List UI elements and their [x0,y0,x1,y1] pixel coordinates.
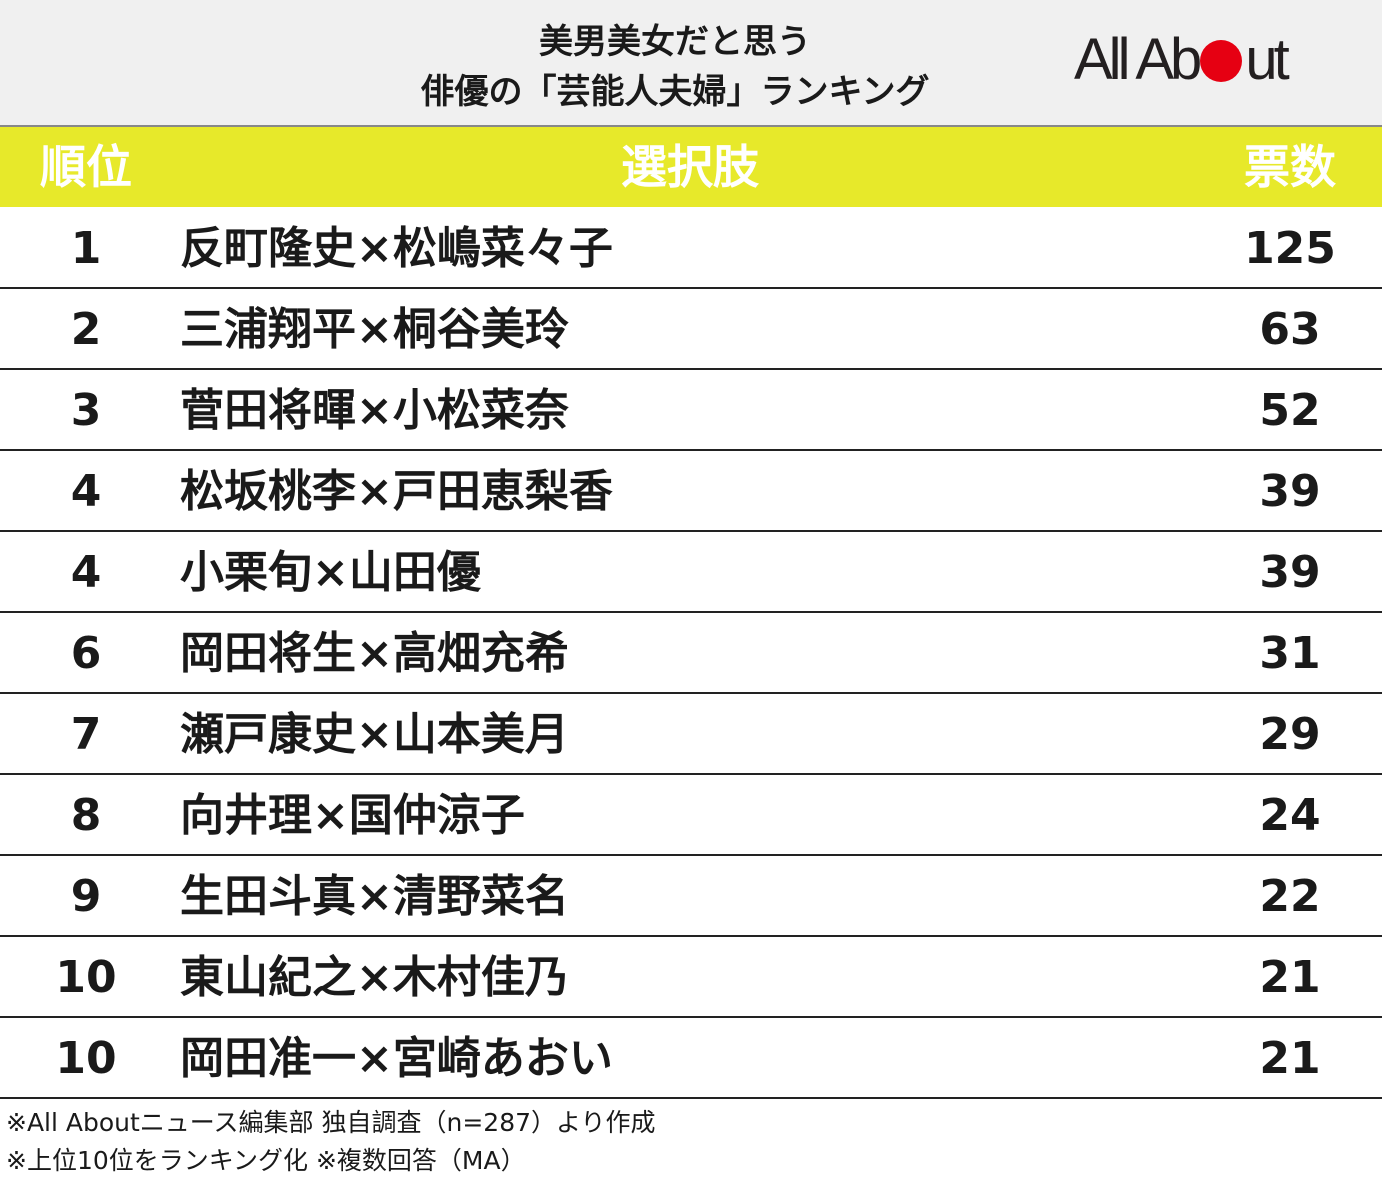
votes-cell: 39 [1259,547,1321,598]
votes-cell: 21 [1259,952,1321,1003]
footnote-method: ※上位10位をランキング化 ※複数回答（MA） [6,1146,526,1175]
choice-cell: 生田斗真×清野菜名 [180,871,569,922]
table-row: 7 瀬戸康史×山本美月 29 [0,694,1382,775]
rank-cell: 4 [70,547,102,598]
votes-cell: 22 [1259,871,1321,922]
logo-text-end: ut [1245,27,1289,92]
choice-cell: 小栗旬×山田優 [180,547,481,598]
choice-cell: 岡田将生×高畑充希 [180,628,569,679]
votes-cell: 63 [1259,304,1321,355]
votes-cell: 24 [1259,790,1321,841]
table-row: 2 三浦翔平×桐谷美玲 63 [0,289,1382,370]
choice-cell: 岡田准一×宮崎あおい [180,1033,613,1084]
votes-cell: 29 [1259,709,1321,760]
table-row: 1 反町隆史×松嶋菜々子 125 [0,208,1382,289]
choice-cell: 松坂桃李×戸田恵梨香 [180,466,613,517]
table-row: 9 生田斗真×清野菜名 22 [0,856,1382,937]
rank-cell: 4 [70,466,102,517]
all-about-logo: All Ab ut [1074,27,1290,92]
footnotes: ※All Aboutニュース編集部 独自調査（n=287）より作成 ※上位10位… [6,1104,656,1180]
rank-cell: 10 [55,1033,117,1084]
rank-cell: 6 [70,628,102,679]
rank-cell: 9 [70,871,102,922]
ranking-table-body: 1 反町隆史×松嶋菜々子 125 2 三浦翔平×桐谷美玲 63 3 菅田将暉×小松菜奈 52 4 松… [0,208,1382,1099]
logo-text-start: All Ab [1074,27,1202,92]
table-row: 8 向井理×国仲涼子 24 [0,775,1382,856]
table-header: 順位 選択肢 票数 [0,127,1382,207]
rank-cell: 10 [55,952,117,1003]
table-row: 10 岡田准一×宮崎あおい 21 [0,1018,1382,1099]
table-row: 6 岡田将生×高畑充希 31 [0,613,1382,694]
title-divider [0,125,1382,127]
choice-cell: 菅田将暉×小松菜奈 [180,385,569,436]
votes-cell: 52 [1259,385,1321,436]
table-row: 3 菅田将暉×小松菜奈 52 [0,370,1382,451]
choice-cell: 東山紀之×木村佳乃 [180,952,569,1003]
rank-cell: 2 [70,304,102,355]
rank-cell: 1 [70,223,102,274]
rank-cell: 3 [70,385,102,436]
chart-title-line-1: 美男美女だと思う [539,22,811,62]
choice-cell: 瀬戸康史×山本美月 [180,709,569,760]
rank-cell: 8 [70,790,102,841]
title-area: 美男美女だと思う 俳優の「芸能人夫婦」ランキング All Ab ut [0,0,1382,126]
choice-cell: 三浦翔平×桐谷美玲 [180,304,569,355]
footnote-source: ※All Aboutニュース編集部 独自調査（n=287）より作成 [6,1108,656,1137]
votes-cell: 125 [1244,223,1336,274]
table-row: 4 小栗旬×山田優 39 [0,532,1382,613]
votes-cell: 21 [1259,1033,1321,1084]
choice-cell: 反町隆史×松嶋菜々子 [180,223,613,274]
rank-cell: 7 [70,709,102,760]
header-votes: 票数 [1244,140,1336,194]
logo-red-dot-icon [1200,40,1243,82]
chart-title-line-2: 俳優の「芸能人夫婦」ランキング [420,72,930,112]
table-row: 10 東山紀之×木村佳乃 21 [0,937,1382,1018]
votes-cell: 39 [1259,466,1321,517]
header-choice: 選択肢 [621,140,759,194]
table-row: 4 松坂桃李×戸田恵梨香 39 [0,451,1382,532]
header-rank: 順位 [40,140,132,194]
votes-cell: 31 [1259,628,1321,679]
choice-cell: 向井理×国仲涼子 [180,790,525,841]
